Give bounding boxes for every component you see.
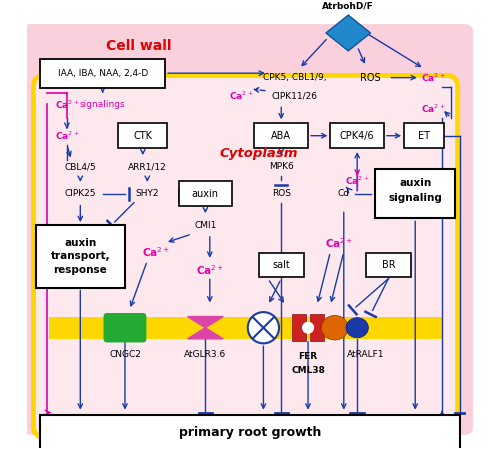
Text: CTK: CTK xyxy=(134,131,152,141)
Text: SHY2: SHY2 xyxy=(136,189,159,198)
FancyBboxPatch shape xyxy=(178,181,232,206)
Text: Ca$^{2+}$: Ca$^{2+}$ xyxy=(54,98,79,110)
Text: Ca$^{2+}$: Ca$^{2+}$ xyxy=(326,236,353,250)
FancyBboxPatch shape xyxy=(40,415,460,449)
Text: Ca$^{2+}$: Ca$^{2+}$ xyxy=(345,174,370,187)
Text: CPK5, CBL1/9,: CPK5, CBL1/9, xyxy=(263,73,326,82)
Text: response: response xyxy=(54,264,107,275)
FancyBboxPatch shape xyxy=(254,123,308,148)
Text: signalings: signalings xyxy=(80,100,126,109)
FancyBboxPatch shape xyxy=(404,123,444,148)
Text: CIPK25: CIPK25 xyxy=(64,189,96,198)
Text: ARR1/12: ARR1/12 xyxy=(128,163,166,172)
Text: primary root growth: primary root growth xyxy=(179,426,321,439)
FancyBboxPatch shape xyxy=(40,59,165,88)
Bar xyxy=(292,314,306,341)
Text: FER: FER xyxy=(298,352,318,361)
Text: Cytoplasm: Cytoplasm xyxy=(220,147,298,160)
Polygon shape xyxy=(188,328,223,339)
Text: IAA, IBA, NAA, 2,4-D: IAA, IBA, NAA, 2,4-D xyxy=(58,69,148,78)
Text: signaling: signaling xyxy=(388,193,442,203)
Text: transport,: transport, xyxy=(50,251,110,261)
Text: CBL4/5: CBL4/5 xyxy=(64,163,96,172)
Text: CMI1: CMI1 xyxy=(194,220,216,229)
Text: ET: ET xyxy=(418,131,430,141)
Text: Ca$^{2+}$: Ca$^{2+}$ xyxy=(229,89,254,102)
Text: ROS: ROS xyxy=(360,73,381,83)
FancyBboxPatch shape xyxy=(375,169,456,218)
Text: Ca$^{2+}$: Ca$^{2+}$ xyxy=(196,263,224,277)
FancyBboxPatch shape xyxy=(22,24,473,435)
Text: auxin: auxin xyxy=(64,238,96,248)
Text: Ca$^{2+}$: Ca$^{2+}$ xyxy=(421,71,446,84)
Text: Ca$^{2+}$: Ca$^{2+}$ xyxy=(142,245,171,259)
FancyBboxPatch shape xyxy=(34,75,458,437)
FancyBboxPatch shape xyxy=(36,225,125,287)
Text: ABA: ABA xyxy=(272,131,291,141)
Text: Cell wall: Cell wall xyxy=(106,40,171,53)
Text: AtGLR3.6: AtGLR3.6 xyxy=(184,350,226,359)
FancyBboxPatch shape xyxy=(330,123,384,148)
Circle shape xyxy=(248,312,279,343)
FancyBboxPatch shape xyxy=(104,313,146,343)
Text: CIPK11/26: CIPK11/26 xyxy=(272,91,318,100)
Text: CPK4/6: CPK4/6 xyxy=(340,131,374,141)
Text: MPK6: MPK6 xyxy=(269,163,293,172)
Bar xyxy=(310,314,324,341)
Circle shape xyxy=(302,322,314,333)
Text: auxin: auxin xyxy=(399,178,432,188)
Polygon shape xyxy=(326,15,370,51)
Text: ROS: ROS xyxy=(272,189,291,198)
Bar xyxy=(49,317,442,339)
Text: Cd: Cd xyxy=(338,189,350,198)
Text: BR: BR xyxy=(382,260,395,270)
Text: AtRALF1: AtRALF1 xyxy=(348,350,385,359)
Polygon shape xyxy=(188,317,223,328)
FancyBboxPatch shape xyxy=(259,253,304,277)
Ellipse shape xyxy=(322,316,348,340)
Text: CNGC2: CNGC2 xyxy=(109,350,141,359)
FancyBboxPatch shape xyxy=(118,123,168,148)
FancyBboxPatch shape xyxy=(366,253,411,277)
Text: CML38: CML38 xyxy=(291,365,325,374)
Text: Ca$^{2+}$: Ca$^{2+}$ xyxy=(54,129,79,142)
Text: auxin: auxin xyxy=(192,189,219,199)
Ellipse shape xyxy=(346,318,368,338)
Text: salt: salt xyxy=(272,260,290,270)
Text: Ca$^{2+}$: Ca$^{2+}$ xyxy=(421,103,446,115)
Text: AtrbohD/F: AtrbohD/F xyxy=(322,2,374,11)
